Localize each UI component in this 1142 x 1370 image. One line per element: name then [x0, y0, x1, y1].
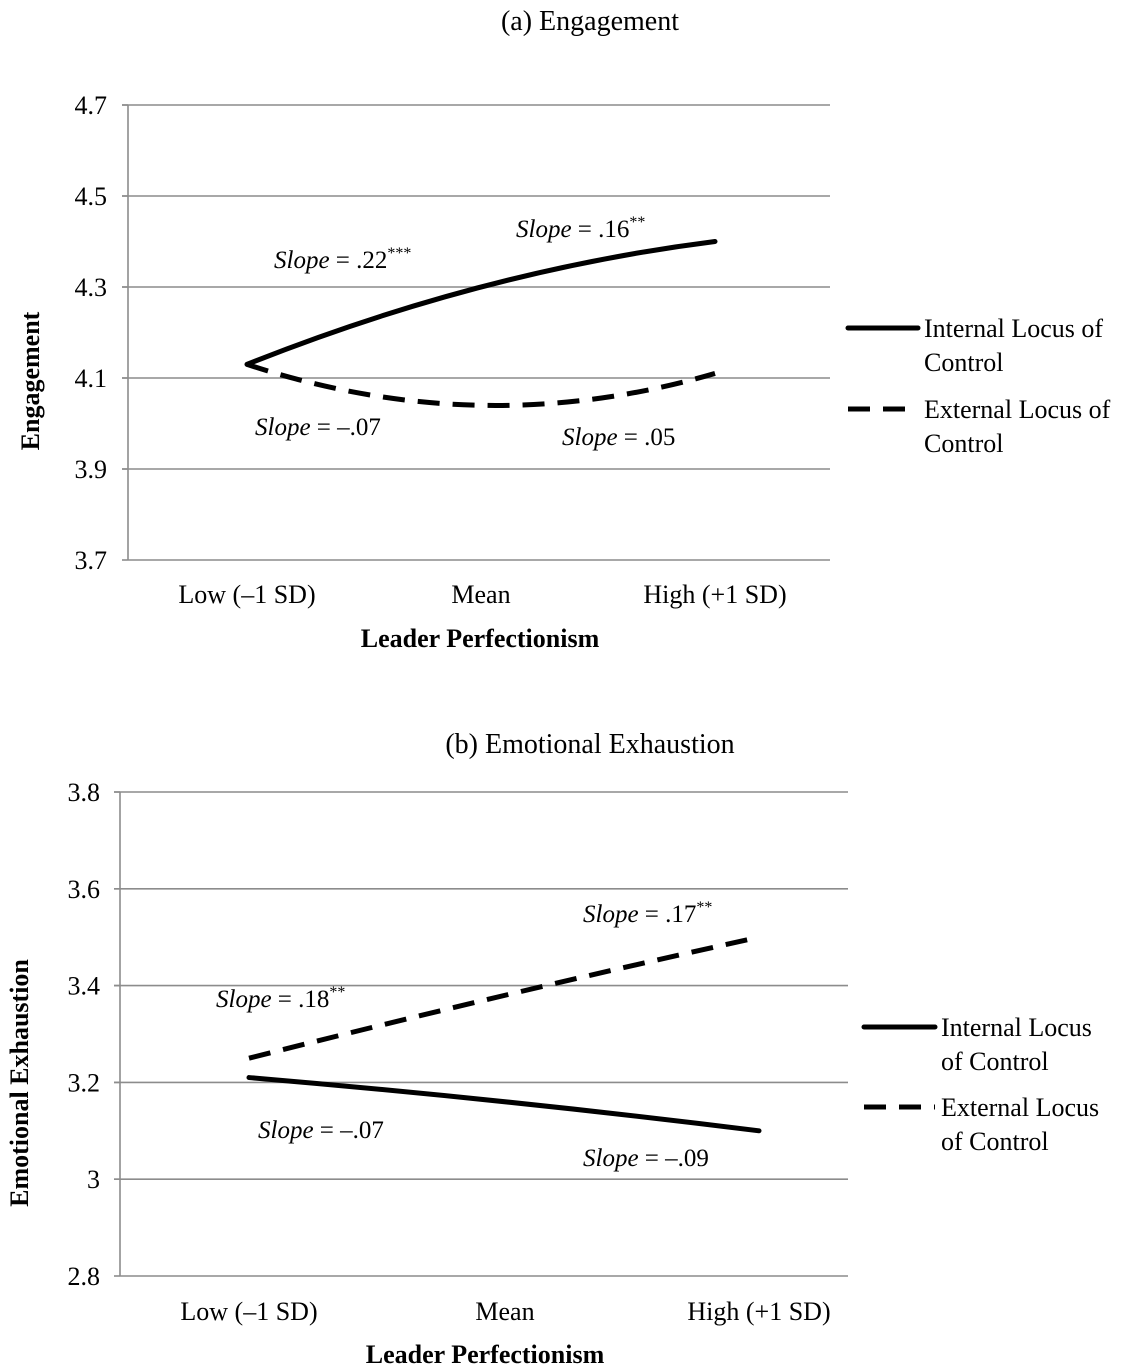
panel-b-slope-annotations: Slope = .18**Slope = .17**Slope = –.07Sl…: [216, 899, 712, 1172]
slope-annotation: Slope = .18**: [216, 984, 345, 1013]
panel-b-x-ticks: Low (–1 SD) Mean High (+1 SD): [180, 1297, 830, 1326]
legend-label-line: Internal Locus: [941, 1013, 1092, 1042]
legend-label: External Locus of Control: [941, 1093, 1099, 1156]
y-tick-label: 3.6: [68, 875, 101, 904]
y-tick-label: 3.8: [68, 778, 101, 807]
panel-b-legend: Internal Locus of Control External Locus of…: [864, 1013, 1099, 1156]
panel-b-y-axis-title: Emotional Exhaustion: [5, 959, 34, 1207]
panel-a-x-axis-title: Leader Perfectionism: [361, 624, 600, 653]
y-tick-label: 3.7: [75, 546, 108, 575]
y-tick-label: 4.5: [75, 182, 108, 211]
slope-label: Slope: [516, 216, 572, 243]
slope-label: Slope: [258, 1117, 314, 1144]
panel-b-gridlines: [114, 792, 848, 1276]
slope-value: = .05: [618, 424, 676, 451]
slope-annotation: Slope = –.07: [255, 414, 381, 441]
x-tick-label: Mean: [451, 580, 510, 609]
legend-label-line: Control: [924, 348, 1003, 377]
legend-label-line: Internal Locus of: [924, 314, 1103, 343]
slope-value: = .17: [639, 901, 697, 928]
panel-a-slope-annotations: Slope = .22***Slope = .16**Slope = –.07 S…: [255, 214, 675, 451]
slope-value: = –.07: [311, 414, 381, 441]
x-tick-label: Low (–1 SD): [180, 1297, 317, 1326]
slope-value: = –.09: [639, 1145, 709, 1172]
panel-b-x-axis-title: Leader Perfectionism: [366, 1340, 605, 1369]
panel-a: (a) Engagement 4.7 4.5 4.3 4.1 3.9 3.7 Low (–…: [16, 6, 1111, 653]
y-tick-label: 3.9: [75, 455, 108, 484]
y-tick-label: 2.8: [68, 1262, 101, 1291]
slope-value: = –.07: [314, 1117, 384, 1144]
panel-a-x-ticks: Low (–1 SD) Mean High (+1 SD): [178, 580, 786, 609]
y-tick-label: 3: [87, 1165, 100, 1194]
slope-annotation: Slope = –.09: [583, 1145, 709, 1172]
x-tick-label: High (+1 SD): [643, 580, 786, 609]
x-tick-label: Mean: [475, 1297, 534, 1326]
slope-annotation: Slope = .05: [562, 424, 675, 451]
significance-stars: **: [329, 984, 345, 1001]
y-tick-label: 4.3: [75, 273, 108, 302]
slope-label: Slope: [562, 424, 618, 451]
legend-label: Internal Locus of Control: [941, 1013, 1092, 1076]
slope-label: Slope: [216, 986, 272, 1013]
significance-stars: **: [696, 899, 712, 916]
significance-stars: ***: [387, 245, 411, 262]
panel-b: (b) Emotional Exhaustion 3.8 3.6 3.4 3.2 3 2.…: [5, 729, 1099, 1369]
slope-label: Slope: [583, 901, 639, 928]
panel-a-title: (a) Engagement: [501, 6, 679, 37]
panel-b-series-lines: [249, 937, 759, 1131]
legend-label-line: External Locus of: [924, 395, 1111, 424]
panel-a-y-axis-title: Engagement: [16, 311, 45, 450]
slope-value: = .22: [330, 247, 388, 274]
slope-value: = .18: [272, 986, 330, 1013]
legend-label-line: of Control: [941, 1127, 1049, 1156]
slope-label: Slope: [583, 1145, 639, 1172]
external-locus-line: [247, 364, 715, 405]
slope-annotation: Slope = .16**: [516, 214, 645, 243]
significance-stars: **: [629, 214, 645, 231]
legend-label: External Locus of Control: [924, 395, 1111, 458]
legend-label-line: of Control: [941, 1047, 1049, 1076]
panel-a-y-ticks: 4.7 4.5 4.3 4.1 3.9 3.7: [75, 91, 108, 575]
slope-annotation: Slope = .22***: [274, 245, 411, 274]
panel-b-title: (b) Emotional Exhaustion: [445, 729, 734, 760]
y-tick-label: 3.2: [68, 1068, 101, 1097]
panel-b-y-ticks: 3.8 3.6 3.4 3.2 3 2.8: [68, 778, 101, 1291]
slope-value: = .16: [572, 216, 630, 243]
slope-label: Slope: [255, 414, 311, 441]
legend-label-line: Control: [924, 429, 1003, 458]
x-tick-label: High (+1 SD): [687, 1297, 830, 1326]
legend-label: Internal Locus of Control: [924, 314, 1103, 377]
x-tick-label: Low (–1 SD): [178, 580, 315, 609]
slope-annotation: Slope = –.07: [258, 1117, 384, 1144]
slope-label: Slope: [274, 247, 330, 274]
y-tick-label: 4.1: [75, 364, 108, 393]
y-tick-label: 4.7: [75, 91, 108, 120]
slope-annotation: Slope = .17**: [583, 899, 712, 928]
panel-a-gridlines: [122, 105, 830, 560]
y-tick-label: 3.4: [68, 972, 101, 1001]
legend-label-line: External Locus: [941, 1093, 1099, 1122]
